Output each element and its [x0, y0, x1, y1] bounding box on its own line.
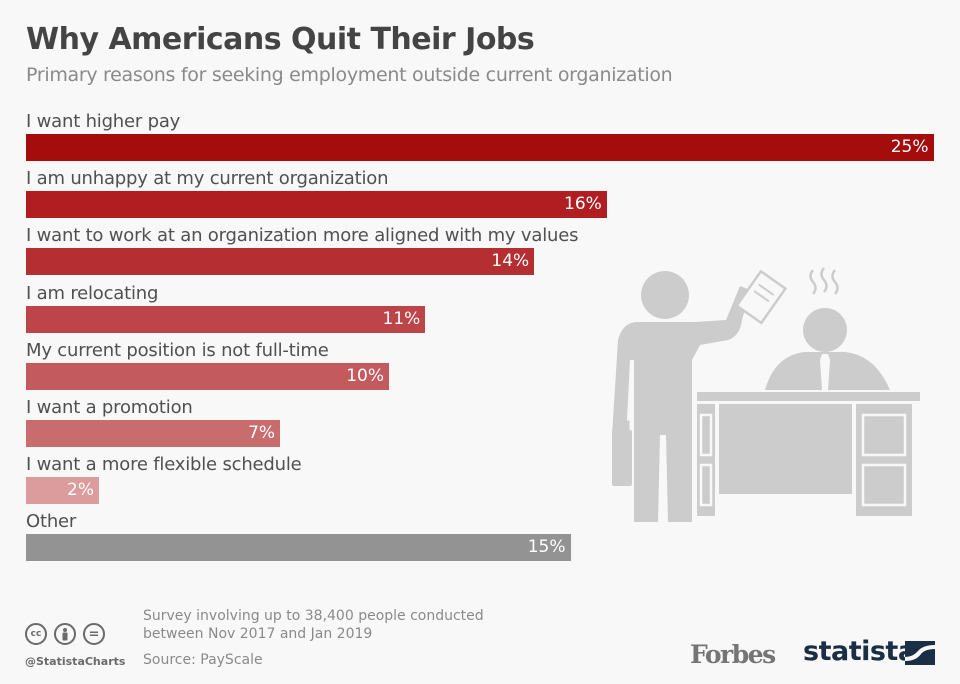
bar-row: My current position is not full-time 10% [26, 339, 389, 390]
bar: 15% [26, 534, 571, 562]
source-text: Source: PayScale [143, 652, 263, 668]
boss-tie-icon [820, 354, 830, 390]
bar: 25% [26, 134, 934, 161]
bar-row: I am unhappy at my current organization 1… [26, 167, 607, 219]
boss-head-icon [803, 308, 847, 352]
survey-note-line2: between Nov 2017 and Jan 2019 [143, 626, 373, 642]
by-icon [54, 623, 76, 645]
bar-category-label: Other [26, 511, 77, 533]
bar-category-label: I am relocating [26, 282, 159, 304]
bar: 7% [26, 420, 281, 447]
bar-value-label: 16% [564, 194, 602, 215]
cc-icon: cc [25, 623, 47, 645]
bar-row: I want a more flexible schedule 2% [26, 453, 302, 505]
bar-row: I am relocating 11% [26, 282, 426, 333]
survey-note-line1: Survey involving up to 38,400 people con… [143, 608, 484, 624]
bar-row: I want higher pay 25% [26, 110, 934, 161]
desk-icon [697, 392, 920, 401]
bar-category-label: I want to work at an organization more a… [26, 225, 579, 247]
nd-icon: = [83, 623, 105, 645]
statista-logo-icon[interactable] [905, 641, 935, 665]
man-head-icon [641, 271, 689, 319]
statista-handle[interactable]: @StatistaCharts [25, 655, 126, 668]
bar-value-label: 25% [890, 137, 929, 157]
steam-icon [809, 267, 839, 295]
bar-row: Other 15% [26, 510, 571, 562]
bar: 2% [26, 477, 99, 505]
statista-logo[interactable]: statista [803, 636, 916, 667]
forbes-logo[interactable]: Forbes [690, 640, 776, 669]
bar-row: I want a promotion 7% [26, 396, 281, 447]
bar-category-label: I am unhappy at my current organization [26, 168, 389, 190]
chart-title: Why Americans Quit Their Jobs [26, 22, 535, 57]
bar-category-label: My current position is not full-time [26, 339, 329, 361]
bar-row: I want to work at an organization more a… [26, 224, 579, 276]
bar-category-label: I want a promotion [26, 397, 193, 418]
bar-value-label: 7% [248, 423, 276, 443]
man-body-icon [612, 286, 750, 522]
bar-value-label: 10% [346, 365, 384, 386]
bar-category-label: I want higher pay [26, 111, 181, 132]
bar: 10% [26, 362, 389, 390]
bar-value-label: 14% [491, 251, 530, 272]
bar-value-label: 15% [527, 537, 566, 558]
letter-icon [734, 269, 788, 325]
bar: 14% [26, 248, 535, 276]
bar-category-label: I want a more flexible schedule [26, 454, 302, 476]
bar: 11% [26, 305, 426, 333]
chart-subtitle: Primary reasons for seeking employment o… [26, 64, 673, 86]
bar-value-label: 11% [382, 308, 421, 329]
bar: 16% [26, 191, 607, 219]
person-resigning-illustration [612, 267, 920, 522]
license-icons: cc = [25, 623, 105, 645]
survey-note: Survey involving up to 38,400 people con… [143, 607, 484, 643]
bar-value-label: 2% [67, 480, 94, 501]
briefcase-icon [612, 430, 632, 486]
